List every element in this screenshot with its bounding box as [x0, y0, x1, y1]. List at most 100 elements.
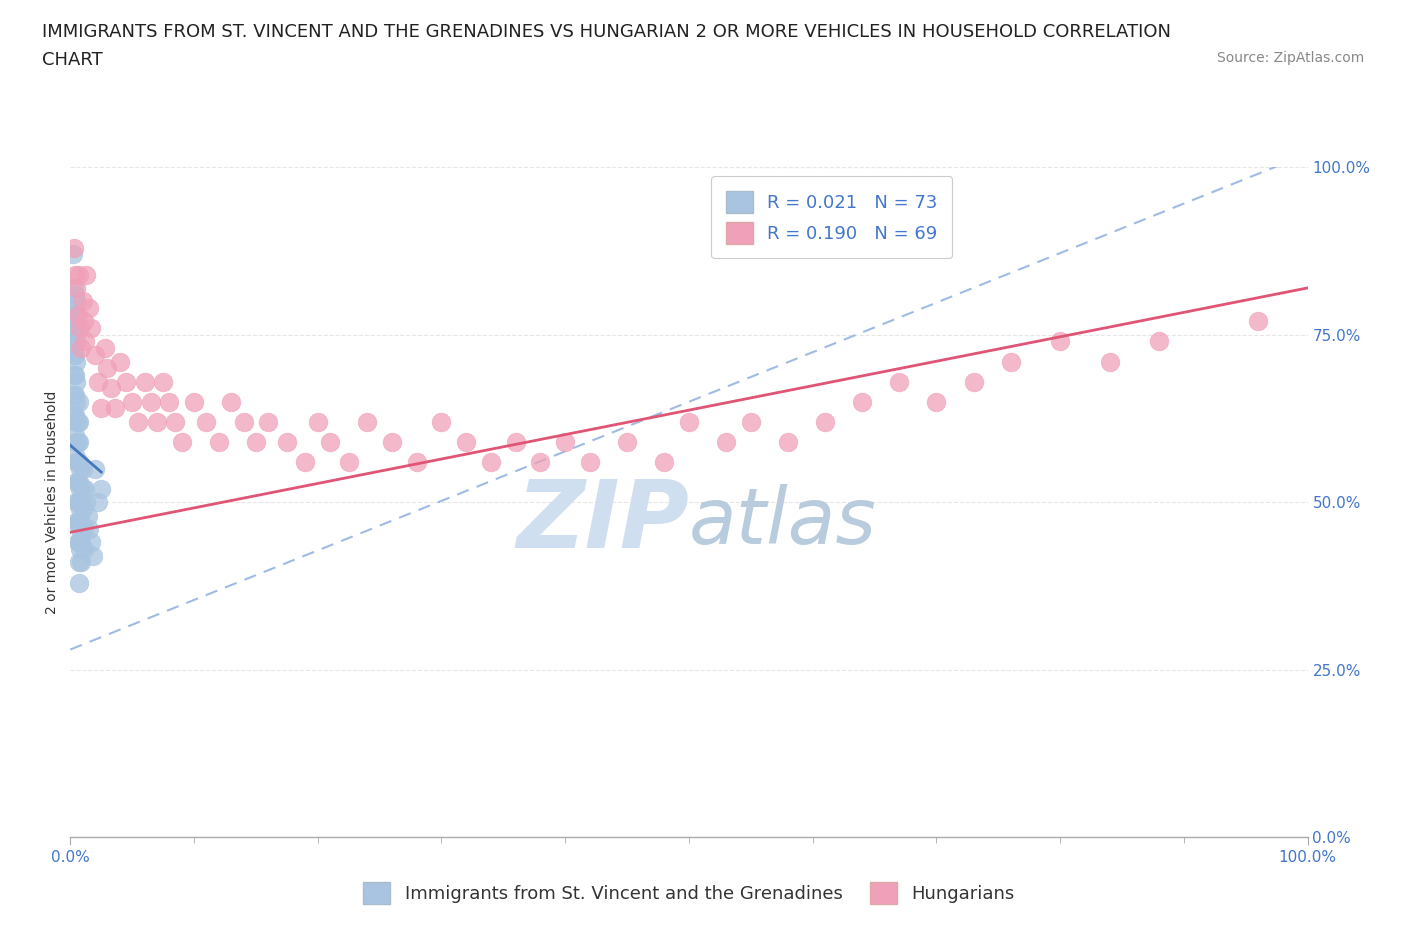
Point [66, 515, 89, 530]
Point [73, 522, 96, 537]
Point [65, 394, 87, 409]
Point [63, 388, 86, 403]
Point [65, 348, 87, 363]
Point [63, 240, 86, 255]
Point [86, 374, 108, 389]
Point [62, 321, 84, 336]
Point [65, 388, 87, 403]
Point [740, 415, 762, 430]
Point [678, 415, 700, 430]
Point [65, 455, 87, 470]
Point [165, 415, 187, 430]
Point [63, 367, 86, 382]
Point [65, 407, 87, 422]
Point [851, 394, 873, 409]
Point [62, 247, 84, 262]
Point [714, 434, 737, 449]
Point [69, 501, 91, 516]
Text: CHART: CHART [42, 51, 103, 69]
Point [63, 407, 86, 422]
Point [86, 495, 108, 510]
Point [127, 415, 149, 430]
Point [66, 455, 89, 470]
Point [65, 415, 87, 430]
Point [65, 354, 87, 369]
Point [529, 455, 551, 470]
Point [80, 321, 103, 336]
Point [219, 394, 242, 409]
Point [356, 415, 378, 430]
Point [134, 374, 156, 389]
Y-axis label: 2 or more Vehicles in Household: 2 or more Vehicles in Household [45, 391, 59, 614]
Point [65, 367, 87, 382]
Point [554, 434, 576, 449]
Point [70, 555, 93, 570]
Point [77, 300, 100, 315]
Point [65, 281, 87, 296]
Point [65, 448, 87, 463]
Legend: R = 0.021   N = 73, R = 0.190   N = 69: R = 0.021 N = 73, R = 0.190 N = 69 [711, 177, 952, 259]
Point [67, 474, 90, 489]
Point [104, 401, 127, 416]
Point [69, 321, 91, 336]
Point [65, 267, 87, 282]
Point [66, 495, 89, 510]
Point [616, 434, 638, 449]
Point [69, 482, 91, 497]
Point [66, 434, 89, 449]
Point [62, 340, 84, 355]
Point [245, 434, 267, 449]
Point [65, 515, 87, 530]
Point [67, 575, 90, 590]
Point [67, 555, 90, 570]
Point [276, 434, 298, 449]
Point [65, 314, 87, 329]
Point [65, 334, 87, 349]
Point [72, 461, 94, 476]
Point [63, 300, 86, 315]
Point [75, 482, 97, 497]
Point [405, 455, 427, 470]
Point [63, 281, 86, 296]
Point [100, 381, 122, 396]
Point [65, 374, 87, 389]
Point [72, 294, 94, 309]
Point [66, 415, 89, 430]
Point [1098, 354, 1121, 369]
Point [69, 461, 91, 476]
Point [152, 374, 174, 389]
Point [62, 307, 84, 322]
Point [65, 327, 87, 342]
Point [232, 415, 254, 430]
Point [1247, 314, 1270, 329]
Point [82, 549, 104, 564]
Point [257, 415, 280, 430]
Point [1000, 354, 1022, 369]
Point [75, 495, 97, 510]
Point [66, 535, 89, 550]
Point [115, 374, 138, 389]
Point [67, 415, 90, 430]
Point [65, 307, 87, 322]
Point [319, 434, 342, 449]
Point [67, 455, 90, 470]
Point [70, 535, 93, 550]
Point [65, 474, 87, 489]
Point [96, 361, 118, 376]
Point [70, 515, 93, 530]
Point [66, 307, 89, 322]
Point [76, 508, 98, 523]
Point [63, 314, 86, 329]
Point [456, 434, 478, 449]
Point [94, 340, 117, 355]
Point [84, 461, 107, 476]
Point [1049, 334, 1071, 349]
Point [67, 515, 90, 530]
Point [67, 495, 90, 510]
Point [75, 334, 97, 349]
Point [776, 434, 799, 449]
Text: Source: ZipAtlas.com: Source: ZipAtlas.com [1216, 51, 1364, 65]
Point [84, 348, 107, 363]
Point [157, 394, 180, 409]
Point [65, 434, 87, 449]
